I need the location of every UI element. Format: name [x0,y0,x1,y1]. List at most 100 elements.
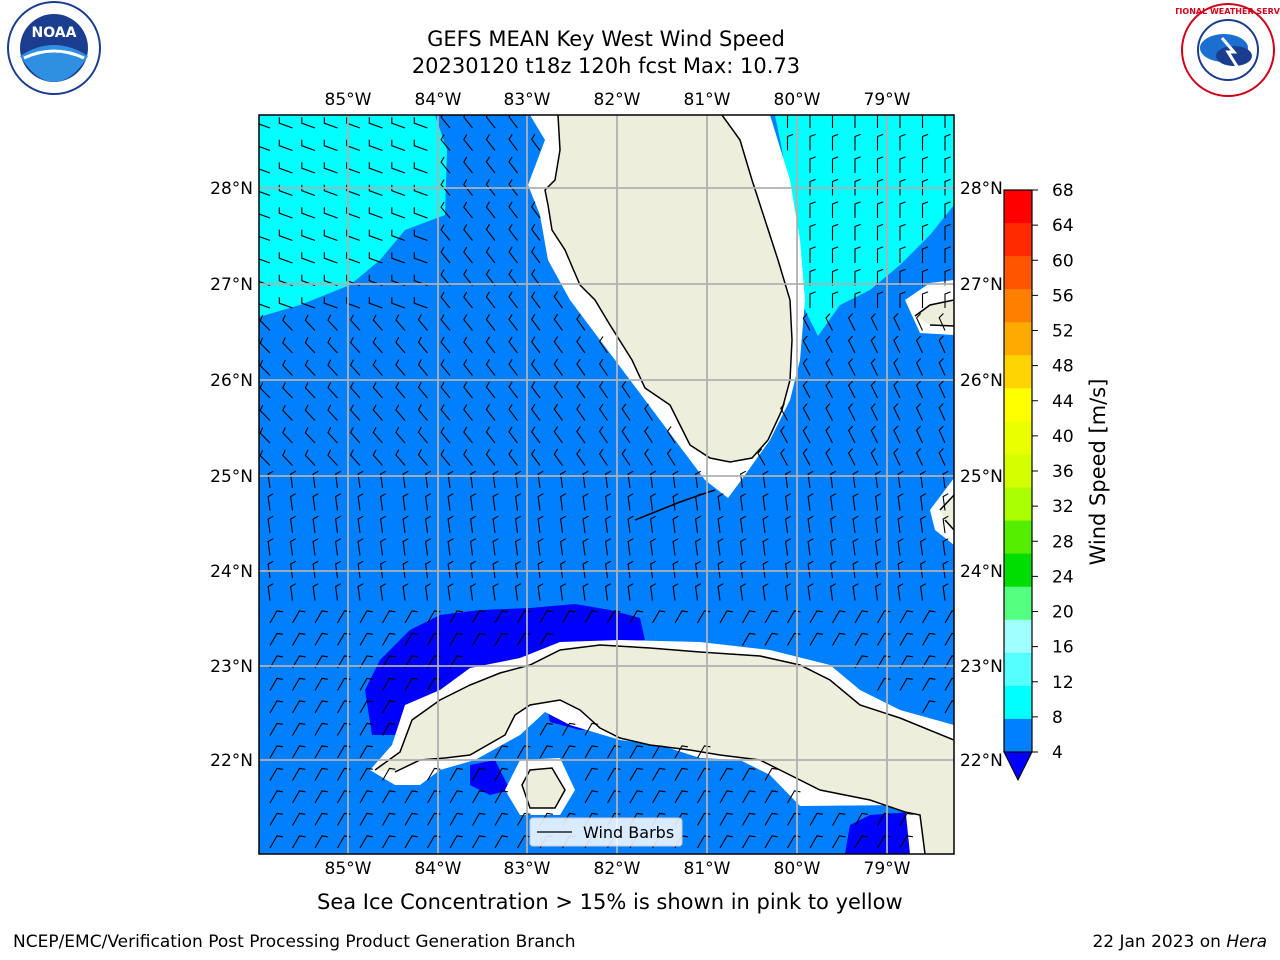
wind-barb [395,449,406,466]
wind-barb [899,246,906,263]
wind-barb [323,297,338,309]
wind-barb [359,610,373,624]
wind-barb [695,583,702,601]
wind-barb [560,515,567,534]
colorbar-segment [1004,322,1032,356]
colorbar-tick-label: 24 [1052,567,1074,587]
wind-barb [346,229,361,242]
wind-barb [349,314,361,331]
wind-barb [921,246,929,263]
wind-barb [357,583,364,601]
wind-barb [357,560,364,579]
map-legend[interactable]: Wind Barbs [529,817,683,847]
wind-barb [876,133,884,151]
colorbar-segment [1004,718,1032,753]
wind-barb [515,470,522,489]
wind-barb [346,139,361,152]
wind-barb [607,767,621,781]
wind-barb [494,790,508,804]
wind-barb [267,515,274,534]
land-bahamas-north [915,300,954,326]
wind-barb [485,134,496,151]
wind-barb [644,426,653,444]
wind-barb [449,790,463,804]
wind-barb [539,632,553,646]
lat-label-right: 25°N [960,467,1003,487]
wind-barb [560,538,567,556]
wind-barb [944,201,951,218]
wind-barb [831,178,839,196]
wind-barb [440,246,451,264]
wind-barb [674,790,688,804]
wind-barb [899,223,906,241]
wind-barb [312,583,319,601]
wind-barb [301,117,316,129]
wind-barb [786,133,794,151]
wind-barb [717,515,724,534]
wind-barb [809,291,816,308]
coastline-bahamas-north [914,299,954,327]
wind-barb [854,268,861,286]
wind-barb [391,252,406,264]
wind-barb [629,610,643,624]
wind-barb [832,632,846,646]
wind-barb [508,449,518,466]
wind-barb [787,610,801,624]
wind-barb [915,380,923,399]
wind-barb [847,403,856,421]
wind-barb [463,359,473,376]
wind-barb [576,381,586,399]
wind-barb [876,268,884,286]
wind-barb [870,335,878,354]
wind-barb [942,515,949,534]
lat-label-right: 23°N [960,657,1003,677]
wind-barb [314,610,328,624]
colorbar-segment [1004,256,1032,290]
wind-barb [290,470,297,489]
wind-barb [944,677,954,691]
land-florida [545,115,792,462]
wind-barb [508,291,518,309]
wind-barb [425,583,432,601]
wind-barb [304,337,316,354]
wind-barb [562,610,576,624]
wind-barb [922,632,936,646]
wind-barb [944,246,951,263]
wind-barb [485,404,496,421]
wind-barb [312,560,319,579]
wind-barb [508,314,518,331]
wind-barb [807,493,814,511]
colorbar-segment [1004,619,1032,654]
wind-barb [380,470,387,489]
wind-barb [938,335,946,354]
wind-barb [349,359,361,376]
wind-barb [627,538,634,556]
wind-barb [440,134,451,151]
wind-barb [508,336,518,354]
wind-barb [463,336,473,354]
wind-barb [785,583,792,601]
wind-barb [582,560,589,579]
wind-barb [719,790,733,804]
wind-barb [875,583,882,601]
wind-barb [893,425,901,444]
wind-barb [391,207,406,219]
wind-barb [825,313,833,331]
wind-barb [830,560,837,579]
map-area [259,115,954,854]
wind-barb [762,560,769,579]
noaa-logo: NOAA [7,1,101,95]
wind-barb [485,426,496,444]
wind-barb [780,403,788,421]
wind-barb [508,404,518,421]
wind-barb [854,201,861,218]
wind-barb [942,583,949,601]
wind-barb [402,538,409,556]
wind-barb [494,767,508,781]
lon-label-bottom: 79°W [864,859,911,879]
wind-barb [413,207,428,219]
wind-barb [629,790,643,804]
wind-barb [301,162,316,174]
wind-barb [440,314,451,331]
wind-barb [463,269,473,286]
